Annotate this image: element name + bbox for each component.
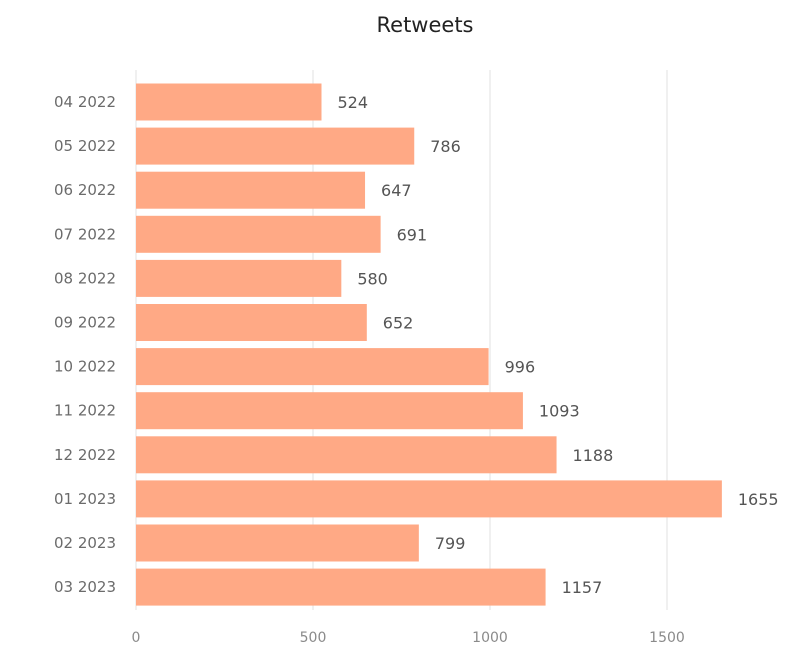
bars (136, 83, 722, 606)
bar (136, 127, 415, 165)
value-label: 652 (383, 314, 414, 333)
x-tick-label: 1000 (472, 630, 508, 646)
x-tick-labels: 0 500 1000 1500 (132, 630, 685, 646)
category-label: 06 2022 (54, 181, 116, 199)
value-label: 524 (337, 93, 368, 112)
bar (136, 524, 419, 562)
value-label: 799 (435, 534, 466, 553)
category-label: 01 2023 (54, 490, 116, 508)
value-label: 580 (357, 269, 388, 288)
category-labels: 04 2022 05 2022 06 2022 07 2022 08 2022 09 20… (54, 93, 116, 596)
value-label: 996 (505, 358, 536, 377)
bar (136, 259, 342, 297)
bar (136, 83, 322, 121)
value-labels: 524 786 647 691 580 652 996 1093 1188 1655 799 1157 (337, 93, 778, 597)
category-label: 08 2022 (54, 269, 116, 287)
x-tick-label: 0 (132, 630, 141, 646)
category-label: 03 2023 (54, 578, 116, 596)
value-label: 1093 (539, 402, 580, 421)
bar (136, 436, 557, 474)
value-label: 647 (381, 181, 412, 200)
bar (136, 480, 722, 518)
category-label: 12 2022 (54, 446, 116, 464)
value-label: 786 (430, 137, 461, 156)
x-tick-label: 500 (300, 630, 327, 646)
category-label: 05 2022 (54, 137, 116, 155)
bar (136, 568, 546, 606)
bar (136, 304, 367, 341)
category-label: 09 2022 (54, 314, 116, 332)
value-label: 1655 (738, 490, 779, 509)
category-label: 04 2022 (54, 93, 116, 111)
category-label: 10 2022 (54, 358, 116, 376)
category-label: 02 2023 (54, 534, 116, 552)
category-label: 07 2022 (54, 225, 116, 243)
value-label: 691 (397, 225, 428, 244)
value-label: 1188 (573, 446, 614, 465)
chart-title: Retweets (377, 13, 474, 37)
category-label: 11 2022 (54, 402, 116, 420)
bar (136, 171, 366, 209)
x-tick-label: 1500 (649, 630, 685, 646)
value-label: 1157 (562, 578, 603, 597)
bar (136, 215, 381, 253)
bar (136, 348, 489, 386)
bar (136, 392, 523, 430)
